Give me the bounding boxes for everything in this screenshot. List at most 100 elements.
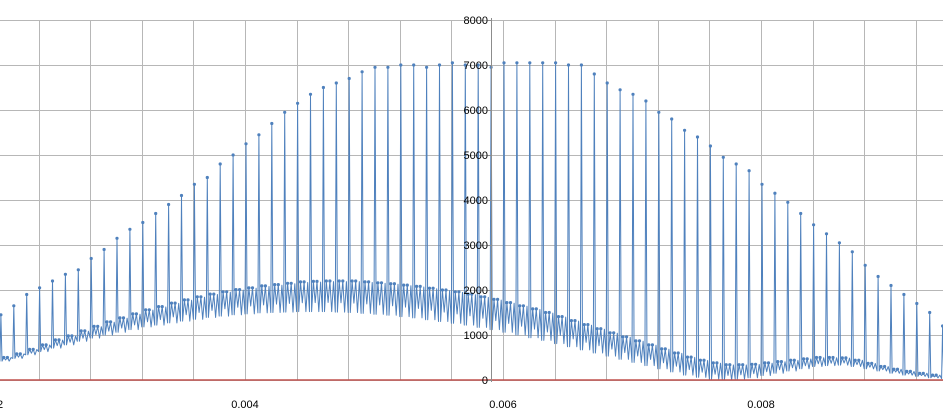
data-point: [263, 284, 267, 288]
data-point: [837, 241, 842, 245]
data-point: [724, 363, 728, 367]
x-tick-label-edge: 2: [0, 399, 3, 411]
data-point: [444, 288, 448, 292]
data-point: [44, 343, 48, 347]
data-point: [257, 133, 261, 137]
data-point: [508, 301, 513, 305]
data-point: [734, 162, 738, 166]
data-point: [582, 323, 586, 327]
data-point: [663, 347, 667, 351]
data-point: [89, 256, 93, 261]
data-point: [337, 279, 341, 283]
tick-labels: 0 1000 2000 3000 4000 5000 6000 7000 8000 0.004 0.…: [0, 15, 775, 411]
data-point: [518, 304, 522, 308]
y-tick-label: 8000: [464, 15, 488, 27]
data-point: [63, 272, 67, 276]
data-point: [470, 292, 474, 296]
data-point: [695, 135, 700, 139]
data-point: [173, 301, 177, 305]
data-point: [105, 320, 109, 324]
series-path: [0, 62, 943, 381]
data-point: [637, 339, 642, 343]
y-tick-label: 7000: [464, 60, 488, 72]
data-point: [560, 315, 564, 319]
data-point: [466, 292, 470, 296]
data-point: [657, 110, 661, 114]
data-point: [483, 295, 487, 299]
data-point: [505, 301, 509, 305]
data-point: [289, 281, 293, 285]
data-point: [283, 110, 287, 114]
data-point: [789, 358, 793, 362]
y-tick-label: 3000: [464, 240, 488, 252]
data-point: [879, 364, 883, 369]
data-point: [386, 65, 390, 69]
data-point: [18, 352, 22, 356]
data-point: [592, 72, 596, 76]
data-point: [915, 301, 919, 306]
data-point: [418, 284, 422, 288]
data-point: [169, 301, 174, 305]
data-point: [392, 282, 396, 286]
data-point: [5, 355, 9, 360]
data-point: [905, 369, 909, 373]
data-point: [853, 358, 857, 362]
data-point: [276, 283, 280, 287]
data-point: [347, 76, 351, 81]
data-point: [805, 357, 809, 361]
data-point: [425, 65, 429, 69]
data-point: [250, 286, 255, 290]
data-point: [928, 310, 932, 315]
data-point: [218, 162, 222, 166]
data-point: [586, 323, 590, 327]
data-point: [298, 280, 303, 284]
data-point: [96, 324, 100, 328]
data-point: [870, 361, 874, 365]
data-point: [676, 351, 680, 355]
data-point: [479, 295, 483, 299]
data-point: [128, 227, 132, 231]
data-point: [883, 364, 887, 369]
y-tick-label: 6000: [464, 105, 488, 117]
data-point: [440, 288, 444, 292]
data-point: [354, 279, 358, 283]
data-point: [328, 279, 332, 283]
axis: [0, 18, 943, 382]
data-point: [779, 360, 784, 364]
data-point: [2, 355, 6, 360]
x-tick-label: 0.006: [489, 399, 517, 411]
data-point: [367, 280, 371, 284]
data-point: [195, 295, 199, 299]
data-point: [863, 263, 867, 267]
data-point: [569, 319, 574, 323]
data-point: [850, 250, 854, 254]
data-point: [38, 286, 42, 290]
data-point: [31, 347, 35, 351]
data-point: [634, 339, 638, 343]
data-point: [231, 153, 235, 157]
data-point: [286, 281, 290, 285]
data-point: [457, 290, 461, 294]
data-point: [296, 101, 300, 105]
data-point: [708, 144, 713, 148]
data-point: [453, 290, 457, 294]
data-point: [405, 283, 409, 287]
data-point: [115, 236, 119, 240]
data-point: [79, 329, 83, 333]
data-point: [566, 63, 571, 67]
data-point: [737, 363, 741, 367]
data-point: [28, 347, 32, 351]
data-point: [167, 202, 171, 207]
data-point: [824, 232, 829, 236]
data-point: [221, 290, 225, 294]
data-point: [308, 92, 313, 96]
data-point: [547, 310, 551, 315]
data-point: [131, 312, 135, 316]
data-point: [721, 155, 725, 159]
data-point: [25, 292, 29, 297]
data-point: [83, 329, 87, 333]
data-point: [685, 355, 690, 359]
y-tick-label: 4000: [464, 195, 488, 207]
data-point: [450, 61, 454, 65]
data-point: [750, 362, 754, 366]
